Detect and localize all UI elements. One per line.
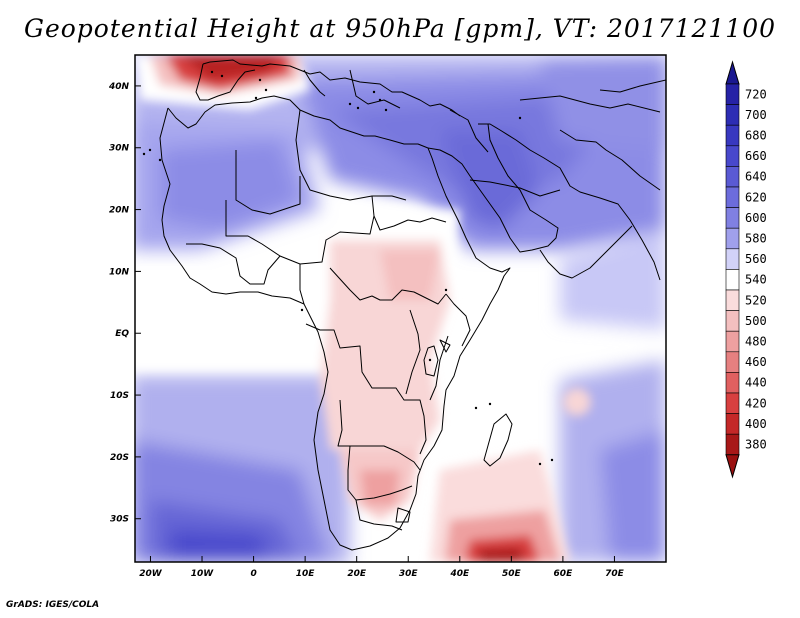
colorbar-label: 680 — [745, 129, 767, 143]
colorbar-swatch — [725, 269, 740, 291]
colorbar-label: 480 — [745, 335, 767, 349]
lon-tick-label: 20W — [139, 569, 163, 579]
colorbar-swatch — [725, 372, 740, 394]
small-islands — [142, 70, 554, 466]
colorbar-label: 620 — [745, 190, 767, 204]
lat-tick-label: 30S — [110, 515, 129, 525]
lat-tick-label: 20S — [110, 453, 129, 463]
grads-credit: GrADS: IGES/COLA — [6, 600, 100, 610]
colorbar-swatch — [725, 330, 740, 353]
colorbar-swatch — [725, 83, 740, 105]
colorbar-swatch — [725, 207, 740, 229]
colorbar-label: 500 — [745, 314, 767, 328]
colorbar-bottom-arrow — [725, 454, 740, 479]
lat-tick-label: 40N — [108, 82, 130, 92]
lat-tick-label: 20N — [109, 206, 130, 216]
colorbar-label: 520 — [745, 293, 767, 307]
lat-tick-label: EQ — [115, 329, 129, 339]
longitude-axis: 20W 10W 0 10E 20E 30E 40E 50E 60E 70E — [139, 556, 625, 579]
colorbar-label: 580 — [745, 232, 767, 246]
colorbar-swatch — [725, 310, 740, 332]
colorbar-swatch — [725, 227, 740, 250]
colorbar-swatch — [725, 186, 740, 208]
colorbar-swatch — [725, 145, 740, 167]
colorbar-label: 400 — [745, 417, 767, 431]
colorbar: 720 700 680 660 640 620 600 580 560 540 520 500 480 4… — [725, 60, 767, 479]
colorbar-swatch — [725, 289, 740, 311]
coastline — [159, 59, 666, 551]
lon-tick-label: 60E — [554, 569, 574, 579]
plot-frame — [134, 54, 667, 563]
lon-tick-label: 10E — [296, 569, 316, 579]
colorbar-label: 420 — [745, 396, 767, 410]
colorbar-swatch — [725, 248, 740, 270]
colorbar-swatch — [725, 351, 740, 373]
lon-tick-label: 10W — [191, 569, 215, 579]
colorbar-label: 540 — [745, 273, 767, 287]
colorbar-label: 440 — [745, 376, 767, 390]
lon-tick-label: 0 — [250, 569, 256, 579]
lat-tick-label: 10S — [110, 391, 129, 401]
colorbar-label: 460 — [745, 355, 767, 369]
colorbar-swatch — [725, 104, 740, 126]
lat-tick-label: 30N — [109, 144, 130, 154]
colorbar-label: 380 — [745, 438, 767, 452]
colorbar-label: 600 — [745, 211, 767, 225]
lon-tick-label: 30E — [399, 569, 419, 579]
lon-tick-label: 50E — [502, 569, 522, 579]
chart-title: Geopotential Height at 950hPa [gpm], VT:… — [23, 14, 777, 43]
latitude-axis: 40N 30N 20N 10N EQ 10S 20S 30S — [108, 82, 141, 525]
colorbar-swatch — [725, 433, 740, 456]
colorbar-top-arrow — [725, 60, 740, 85]
lon-tick-label: 20E — [347, 569, 367, 579]
colorbar-swatch — [725, 166, 740, 188]
colorbar-label: 640 — [745, 170, 767, 184]
lat-tick-label: 10N — [109, 267, 130, 277]
colorbar-swatch — [725, 124, 740, 147]
colorbar-swatch — [725, 413, 740, 435]
colorbar-swatch — [725, 392, 740, 414]
colorbar-label: 560 — [745, 252, 767, 266]
contour-field — [135, 55, 666, 562]
lon-tick-label: 40E — [449, 569, 470, 579]
colorbar-label: 720 — [745, 87, 767, 101]
colorbar-label: 660 — [745, 149, 767, 163]
lon-tick-label: 70E — [605, 569, 625, 579]
colorbar-label: 700 — [745, 108, 767, 122]
